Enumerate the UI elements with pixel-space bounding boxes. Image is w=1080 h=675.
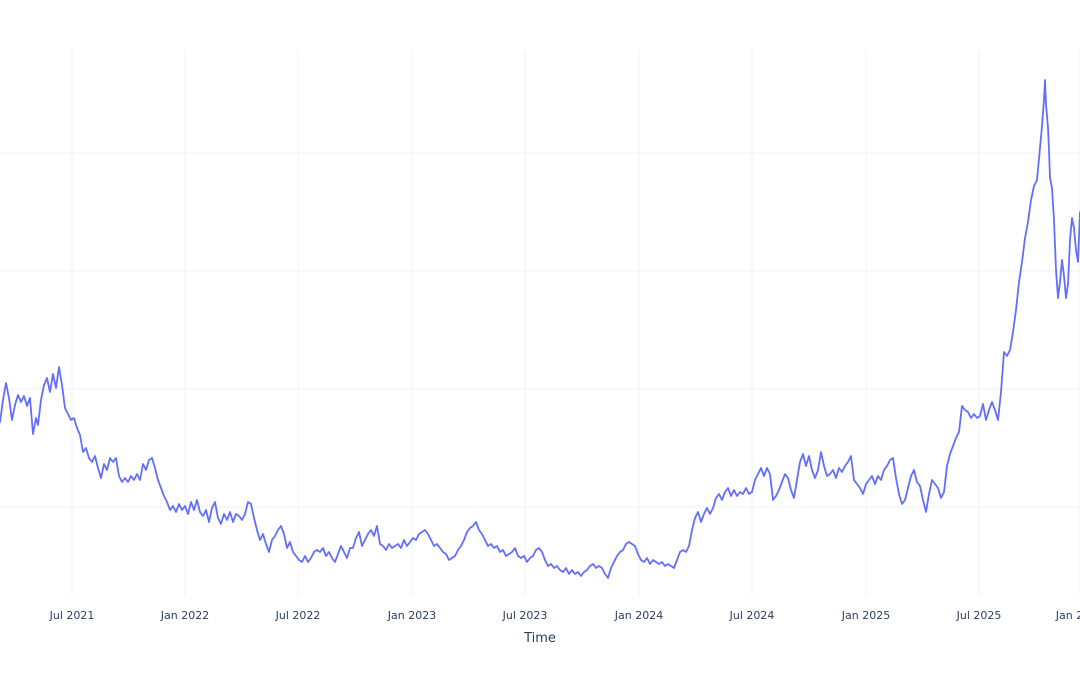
x-tick-label: Jan 2024 bbox=[614, 609, 663, 622]
x-tick-label: Jan 2025 bbox=[841, 609, 890, 622]
x-tick-label: Jul 2023 bbox=[502, 609, 548, 622]
x-tick-label: Jul 2021 bbox=[49, 609, 95, 622]
x-axis-tick-labels: Jul 2021 Jan 2022 Jul 2022 Jan 2023 Jul 2023… bbox=[49, 609, 1080, 622]
x-tick-label: Jan 2022 bbox=[160, 609, 209, 622]
x-tick-label: Jul 2022 bbox=[275, 609, 321, 622]
x-axis-title: Time bbox=[523, 631, 556, 646]
x-tick-label: Jul 2025 bbox=[956, 609, 1002, 622]
x-tick-label: Jan 2026 bbox=[1055, 609, 1080, 622]
x-tick-label: Jan 2023 bbox=[387, 609, 436, 622]
data-series-line bbox=[0, 79, 1080, 579]
vertical-gridlines bbox=[71, 50, 1080, 596]
x-tick-label: Jul 2024 bbox=[729, 609, 775, 622]
plot-area bbox=[0, 50, 1080, 596]
